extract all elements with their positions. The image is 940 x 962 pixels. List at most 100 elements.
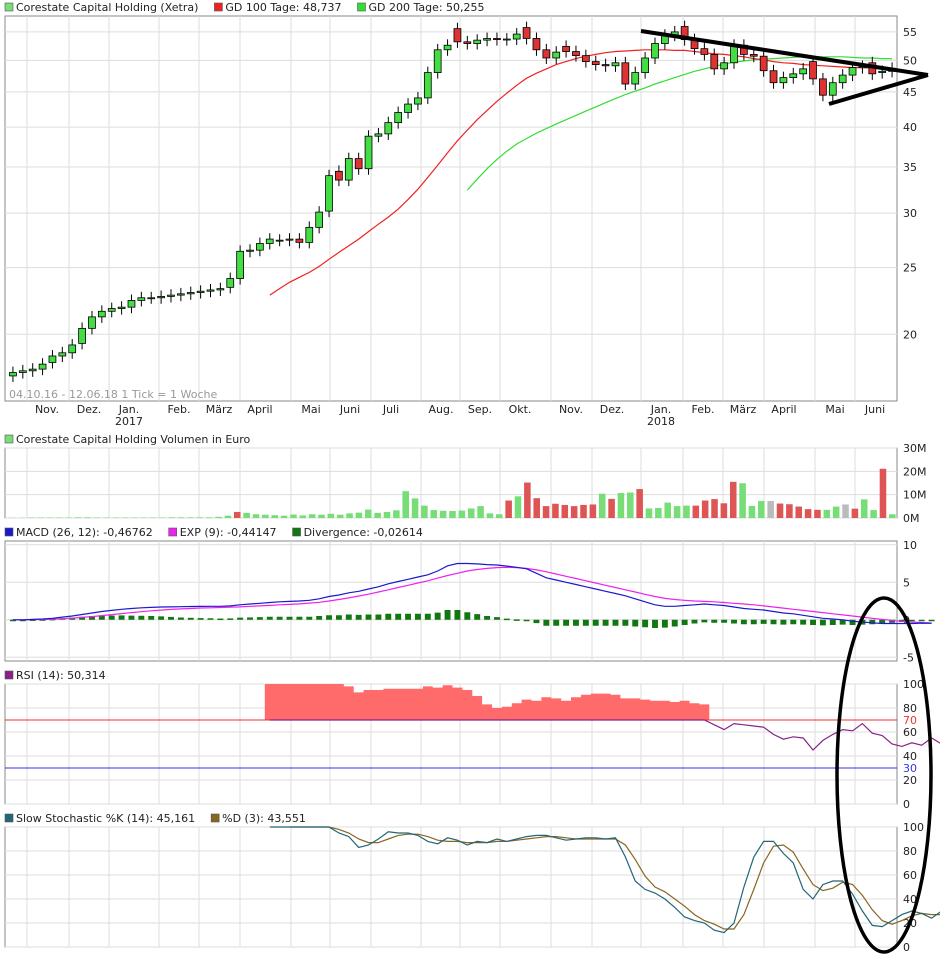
volume-bar — [730, 482, 737, 518]
divergence-bar — [652, 620, 658, 628]
candle-body — [19, 371, 26, 373]
candle-body — [849, 68, 856, 75]
macd-legend-label: Divergence: -0,02614 — [304, 526, 423, 539]
candle-body — [533, 38, 540, 49]
stochastic-legend-swatch — [211, 814, 219, 822]
volume-bar — [440, 511, 447, 518]
candle-body — [731, 45, 738, 63]
candle-body — [513, 34, 520, 39]
candle-body — [108, 309, 115, 312]
macd-legend-label: EXP (9): -0,44147 — [180, 526, 277, 539]
divergence-bar — [366, 615, 372, 620]
volume-bar — [262, 515, 269, 518]
macd-legend-swatch — [169, 528, 177, 536]
candle-body — [819, 79, 826, 95]
candle-body — [839, 75, 846, 83]
volume-bar — [580, 505, 587, 518]
candle-body — [474, 40, 481, 43]
price-y-tick-label: 25 — [903, 262, 917, 275]
volume-bar — [533, 498, 540, 518]
x-month-label: Dez. — [77, 403, 102, 416]
candle-body — [622, 63, 629, 84]
x-month-label: April — [771, 403, 796, 416]
volume-bar — [421, 506, 428, 518]
candle-body — [405, 104, 412, 112]
x-month-label: Mai — [301, 403, 320, 416]
volume-bar — [571, 506, 578, 518]
candle-body — [276, 240, 283, 241]
divergence-bar — [820, 620, 826, 626]
candle-body — [543, 50, 550, 58]
divergence-bar — [148, 616, 154, 620]
divergence-bar — [741, 620, 747, 625]
divergence-bar — [138, 616, 144, 620]
divergence-bar — [119, 615, 125, 619]
x-month-label: Dez. — [600, 403, 625, 416]
price-y-tick-label: 50 — [903, 54, 917, 67]
divergence-bar — [158, 616, 164, 619]
volume-bar — [655, 508, 662, 518]
candle-body — [829, 83, 836, 95]
volume-bar — [84, 517, 91, 518]
divergence-bar — [504, 619, 510, 621]
volume-bar — [824, 510, 831, 518]
candle-body — [59, 353, 66, 356]
divergence-bar — [869, 620, 875, 625]
candle-body — [434, 50, 441, 73]
candle-body — [454, 29, 461, 42]
candle-body — [760, 56, 767, 70]
divergence-bar — [761, 620, 767, 624]
volume-bar — [599, 494, 606, 518]
volume-bar — [271, 515, 278, 518]
rsi-y-tick-label: 20 — [903, 774, 917, 787]
volume-bar — [299, 515, 306, 518]
divergence-bar — [701, 620, 707, 623]
volume-bar — [365, 510, 372, 518]
stochastic-y-tick-label: 80 — [903, 845, 917, 858]
candle-body — [158, 296, 165, 297]
candle-body — [563, 46, 570, 51]
volume-legend-swatch — [5, 435, 13, 443]
divergence-bar — [306, 617, 312, 620]
candle-body — [602, 65, 609, 66]
volume-bar — [337, 515, 344, 518]
candle-body — [79, 328, 86, 343]
volume-bar — [664, 503, 671, 518]
divergence-bar — [208, 618, 214, 620]
candle-body — [484, 38, 491, 40]
candle-body — [335, 171, 342, 180]
candle-body — [118, 307, 125, 308]
divergence-bar — [464, 612, 470, 620]
divergence-bar — [800, 620, 806, 625]
candle-body — [424, 73, 431, 98]
divergence-bar — [632, 620, 638, 627]
rsi-legend-label: RSI (14): 50,314 — [16, 669, 106, 682]
candle-body — [247, 250, 254, 251]
candle-body — [9, 373, 16, 376]
divergence-bar — [237, 618, 243, 620]
macd-y-tick-label: -5 — [903, 651, 914, 664]
candle-body — [355, 159, 362, 169]
x-month-label: Nov. — [35, 403, 59, 416]
candle-body — [227, 279, 234, 288]
volume-bar — [674, 506, 681, 518]
volume-bar — [168, 517, 175, 518]
volume-bar — [253, 514, 260, 518]
volume-bar — [206, 517, 213, 518]
volume-bar — [786, 504, 793, 518]
candle-body — [138, 298, 145, 301]
divergence-bar — [642, 620, 648, 628]
price-y-tick-label: 30 — [903, 207, 917, 220]
volume-bar — [861, 499, 868, 518]
divergence-bar — [336, 615, 342, 620]
candle-body — [49, 356, 56, 362]
candle-body — [148, 298, 155, 299]
divergence-bar — [692, 620, 698, 624]
candle-body — [69, 345, 76, 353]
divergence-bar — [494, 617, 500, 620]
candle-body — [642, 58, 649, 73]
divergence-bar — [198, 618, 204, 620]
x-year-label: 2018 — [647, 415, 675, 428]
volume-bar — [636, 489, 643, 518]
